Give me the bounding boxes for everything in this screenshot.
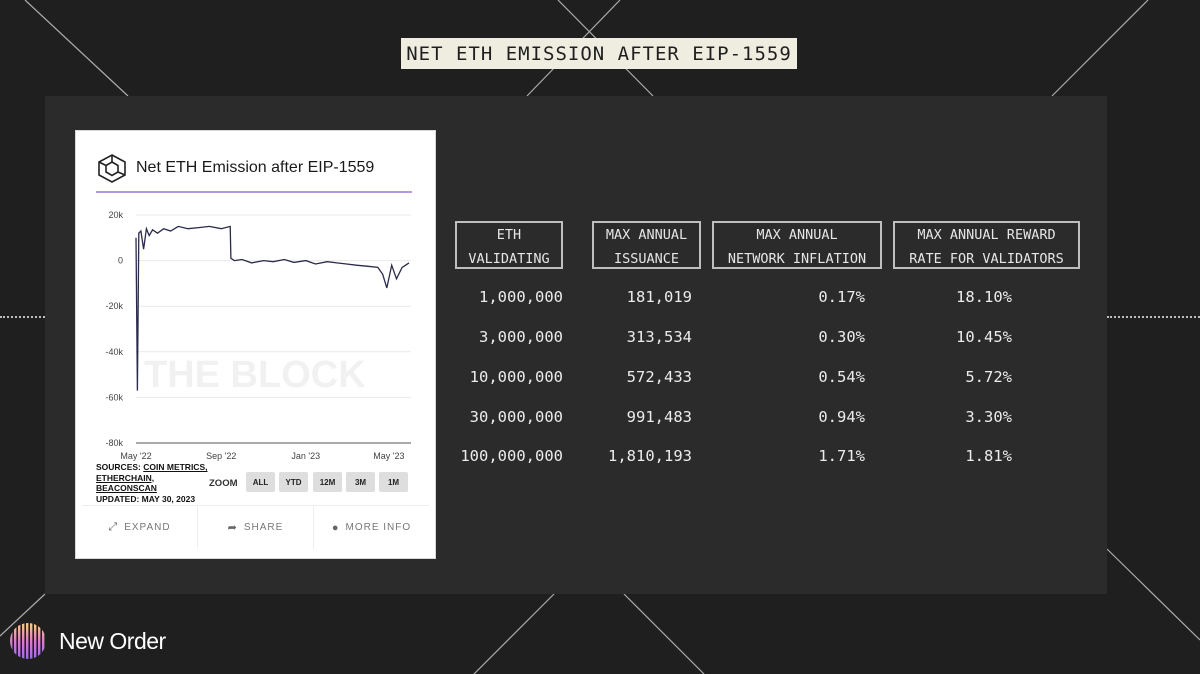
header-line: MAX ANNUAL (756, 227, 838, 243)
chart-card: Net ETH Emission after EIP-1559 THE BLOC… (75, 130, 436, 559)
info-icon: ● (331, 521, 340, 534)
emission-line-chart[interactable]: THE BLOCK 20k 0 -20k -40k -60k -80k May '22 Se… (76, 203, 437, 465)
table-row: 10,000,000 572,433 0.54% 5.72% (0, 368, 1200, 392)
cell-eth-validating: 100,000,000 (460, 447, 563, 465)
cell-reward-rate: 10.45% (956, 328, 1012, 346)
y-tick-label: 0 (118, 256, 123, 266)
source-link-coin-metrics[interactable]: COIN METRICS, (143, 462, 208, 472)
share-button[interactable]: ➦ SHARE (198, 506, 314, 549)
sources-label: SOURCES: (96, 462, 141, 472)
cell-reward-rate: 3.30% (965, 408, 1012, 426)
y-tick-label: 20k (108, 210, 123, 220)
cell-eth-validating: 1,000,000 (479, 288, 563, 306)
chart-watermark: THE BLOCK (144, 354, 366, 396)
y-tick-label: -80k (105, 438, 123, 448)
divider-left (0, 316, 45, 318)
cell-inflation: 0.94% (818, 408, 865, 426)
table-row: 1,000,000 181,019 0.17% 18.10% (0, 288, 1200, 312)
cell-eth-validating: 10,000,000 (469, 368, 563, 386)
brand-name: New Order (59, 627, 166, 654)
share-icon: ➦ (227, 522, 238, 534)
header-line: ISSUANCE (613, 251, 680, 267)
cell-inflation: 0.17% (818, 288, 865, 306)
cell-issuance: 572,433 (626, 368, 692, 386)
share-label: SHARE (243, 522, 284, 533)
cell-issuance: 991,483 (626, 408, 692, 426)
cell-reward-rate: 18.10% (956, 288, 1012, 306)
cell-inflation: 0.54% (818, 368, 865, 386)
x-tick-label: Jan '23 (291, 451, 320, 461)
cell-issuance: 313,534 (626, 328, 692, 346)
chart-card-header: Net ETH Emission after EIP-1559 (96, 153, 412, 193)
header-eth-validating: ETH VALIDATING (455, 221, 563, 269)
zoom-12m-button[interactable]: 12M (313, 472, 342, 492)
x-tick-label: Sep '22 (206, 451, 236, 461)
x-axis-ticks: May '22 Sep '22 Jan '23 May '23 (120, 451, 404, 461)
brand: New Order (9, 619, 166, 663)
cell-reward-rate: 1.81% (965, 447, 1012, 465)
zoom-label: ZOOM (209, 478, 238, 489)
chart-card-actions: ⤢ EXPAND ➦ SHARE ● MORE INFO (82, 505, 429, 549)
new-order-logo-icon (10, 623, 45, 659)
cell-issuance: 181,019 (626, 288, 692, 306)
table-row: 30,000,000 991,483 0.94% 3.30% (0, 408, 1200, 432)
expand-label: EXPAND (124, 522, 171, 533)
header-line: RATE FOR VALIDATORS (909, 251, 1064, 267)
page-title: NET ETH EMISSION AFTER EIP-1559 (401, 38, 797, 69)
updated-date: UPDATED: MAY 30, 2023 (96, 493, 196, 504)
more-info-label: MORE INFO (345, 522, 412, 533)
x-tick-label: May '22 (120, 451, 151, 461)
header-line: NETWORK INFLATION (727, 251, 867, 267)
zoom-1m-button[interactable]: 1M (379, 472, 408, 492)
expand-button[interactable]: ⤢ EXPAND (82, 506, 198, 549)
more-info-button[interactable]: ● MORE INFO (314, 506, 429, 549)
header-max-annual-issuance: MAX ANNUAL ISSUANCE (592, 221, 701, 269)
zoom-all-button[interactable]: ALL (246, 472, 275, 492)
y-axis-ticks: 20k 0 -20k -40k -60k -80k (105, 210, 123, 448)
zoom-3m-button[interactable]: 3M (346, 472, 375, 492)
chart-sources: SOURCES: COIN METRICS, ETHERCHAIN, BEACO… (96, 462, 226, 504)
y-tick-label: -20k (105, 301, 123, 311)
cell-eth-validating: 3,000,000 (479, 328, 563, 346)
chart-series-line (135, 225, 410, 391)
source-link-etherchain[interactable]: ETHERCHAIN, (96, 472, 155, 483)
y-tick-label: -60k (105, 392, 123, 402)
x-tick-label: May '23 (373, 451, 404, 461)
expand-icon: ⤢ (108, 521, 119, 533)
cell-inflation: 0.30% (818, 328, 865, 346)
header-max-annual-reward-rate: MAX ANNUAL REWARD RATE FOR VALIDATORS (893, 221, 1080, 269)
zoom-ytd-button[interactable]: YTD (279, 472, 308, 492)
chart-title: Net ETH Emission after EIP-1559 (136, 159, 375, 176)
header-line: MAX ANNUAL (605, 227, 688, 243)
divider-right (1107, 316, 1200, 318)
header-line: MAX ANNUAL REWARD (917, 227, 1056, 243)
cell-issuance: 1,810,193 (608, 447, 692, 465)
source-link-beaconscan[interactable]: BEACONSCAN (96, 483, 157, 493)
cell-inflation: 1.71% (818, 447, 865, 465)
header-max-annual-network-inflation: MAX ANNUAL NETWORK INFLATION (712, 221, 882, 269)
header-line: ETH (496, 227, 522, 243)
table-row: 3,000,000 313,534 0.30% 10.45% (0, 328, 1200, 352)
chart-grid (136, 214, 411, 444)
table-row: 100,000,000 1,810,193 1.71% 1.81% (0, 447, 1200, 471)
the-block-logo-icon (98, 154, 126, 183)
header-line: VALIDATING (468, 251, 550, 267)
cell-eth-validating: 30,000,000 (469, 408, 563, 426)
y-tick-label: -40k (105, 347, 123, 357)
cell-reward-rate: 5.72% (965, 368, 1012, 386)
